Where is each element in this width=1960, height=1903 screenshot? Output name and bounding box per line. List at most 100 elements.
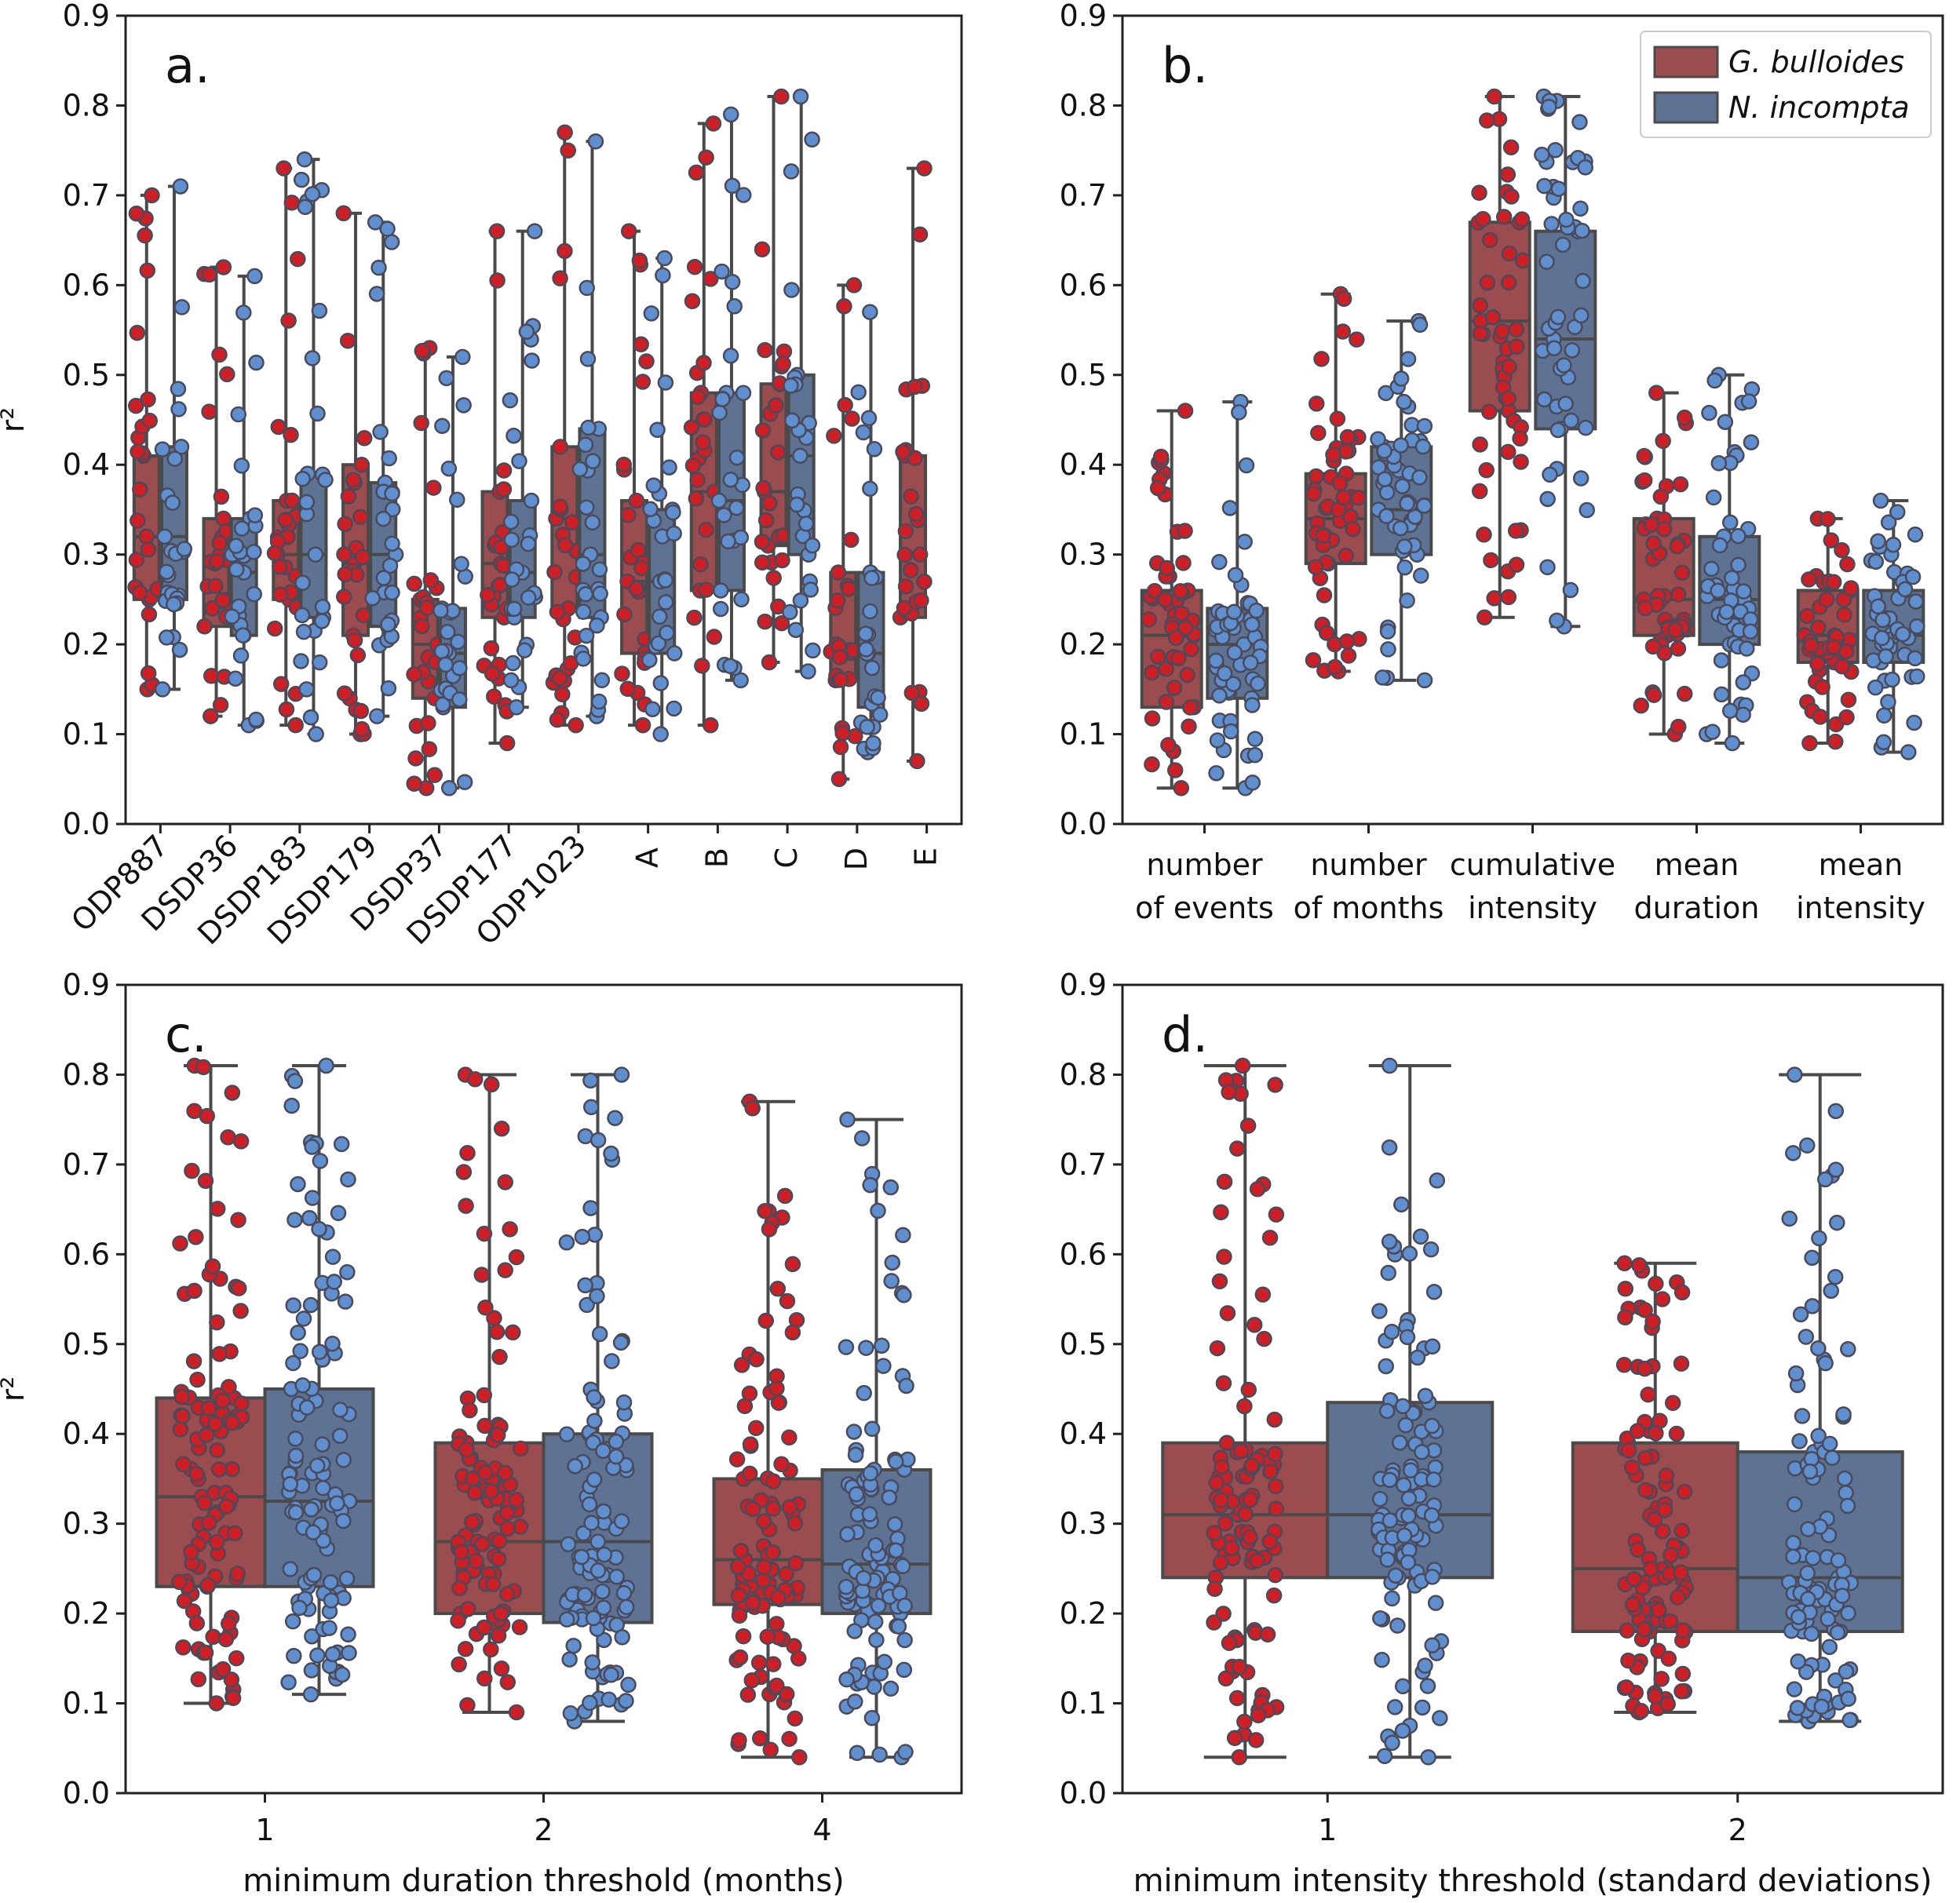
data-point [1268,1206,1285,1223]
data-point [1417,1657,1433,1674]
data-point [1315,527,1331,545]
data-point [1509,338,1525,355]
data-point [1221,1084,1237,1100]
data-point [744,1500,761,1518]
data-point [303,1501,319,1518]
data-point [1615,1357,1633,1373]
data-point [340,1171,356,1188]
data-point [308,726,324,742]
data-point [603,1667,619,1683]
data-point [1394,1398,1411,1415]
data-point [1655,432,1671,450]
data-point [750,1654,768,1672]
data-point [483,1483,500,1500]
data-point [1376,471,1393,487]
data-point [215,510,232,527]
data-point [381,557,399,574]
data-point [172,1235,188,1252]
data-point [1214,1458,1230,1475]
data-point [228,1650,245,1667]
data-point [1379,1551,1396,1568]
data-point [1476,526,1492,543]
data-point [1374,1651,1390,1668]
data-point [650,635,667,652]
data-point [1414,1443,1430,1460]
data-point [589,1533,606,1550]
data-point [1648,385,1665,401]
data-point [684,458,702,474]
data-point [1250,675,1266,692]
box-n_incompta-1 [1370,312,1433,689]
data-point [826,428,842,444]
data-point [665,504,681,521]
data-point [474,1536,491,1552]
data-point [406,666,422,683]
data-point [1740,393,1757,410]
data-point [1842,580,1860,596]
data-point [897,523,914,540]
data-point [294,470,311,487]
data-point [201,403,217,420]
data-point [1644,1313,1661,1330]
data-point [847,1693,863,1710]
data-point [656,250,673,267]
y-axis: 0.0 0.1 0.2 0.3 0.4 0.5 0.6 0.7 0.8 0.9 [1060,0,1122,841]
data-point [208,1695,224,1712]
data-point [520,589,537,606]
data-point [337,1293,354,1310]
data-point [1736,583,1752,600]
data-point [488,223,506,239]
data-point [1801,1463,1819,1480]
box-n_incompta-7 [641,250,683,742]
data-point [1637,1482,1654,1499]
panel-letter: b. [1162,37,1208,94]
data-point [757,1312,775,1329]
data-point [294,1377,311,1394]
data-point [792,447,808,465]
data-point [491,1348,508,1365]
data-point [138,528,155,545]
data-point [318,1057,334,1074]
data-point [620,223,637,239]
box-g_bulloides-11 [892,160,933,770]
data-point [903,684,921,702]
data-point [1629,1423,1646,1439]
y-tick-label: 0.6 [63,1237,110,1271]
data-point [1645,687,1663,703]
series-g_bulloides [1161,1057,1739,1766]
data-point [755,1513,772,1529]
data-point [1670,640,1687,657]
data-point [883,1273,900,1289]
data-point [1494,323,1511,340]
data-point [1244,774,1261,791]
data-point [620,506,637,523]
data-point [1327,658,1343,676]
data-point [895,1227,911,1244]
data-point [1512,430,1528,447]
data-point [1803,1625,1820,1642]
data-point [154,681,171,698]
data-point [1575,272,1591,290]
data-point [311,1343,328,1361]
data-point [464,1514,480,1530]
data-point [1659,1696,1676,1712]
data-point [1381,1512,1399,1529]
data-point [770,444,787,461]
data-point [451,660,468,676]
data-point [1427,1595,1444,1611]
data-point [768,1380,785,1397]
data-point [1206,1614,1222,1631]
data-point [1673,564,1691,581]
data-point [203,708,219,724]
data-point [1867,553,1885,570]
data-point [1424,1338,1441,1355]
data-point [166,450,184,467]
data-point [1839,556,1856,573]
y-tick-label: 0.1 [1060,717,1107,752]
y-tick-label: 0.7 [1060,1147,1107,1182]
data-point [594,1583,611,1600]
data-point [524,352,540,369]
data-point [1817,1354,1834,1372]
data-point [1265,1587,1283,1604]
data-point [520,535,537,552]
